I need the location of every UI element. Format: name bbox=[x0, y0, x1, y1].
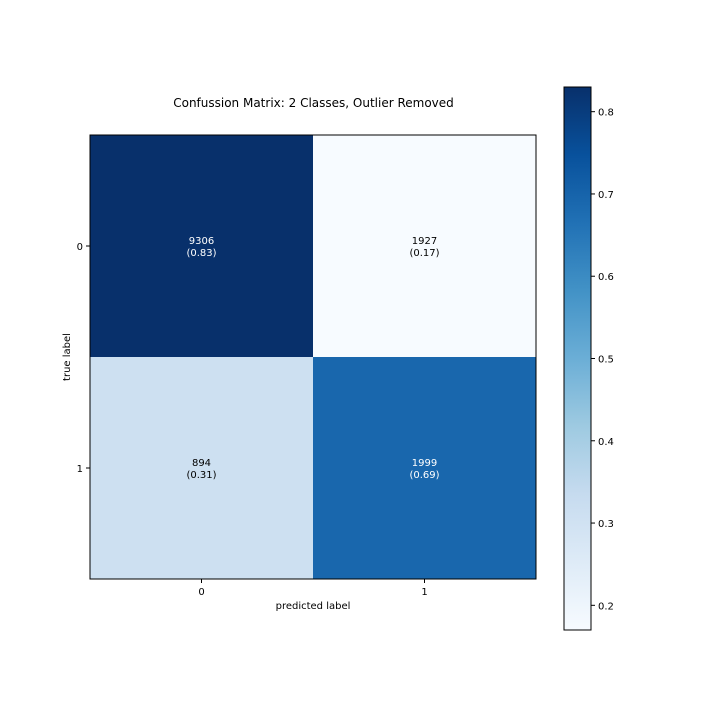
colorbar-tick-label-4: 0.6 bbox=[598, 272, 614, 283]
cell-1-0 bbox=[90, 357, 313, 579]
x-axis-label: predicted label bbox=[276, 601, 351, 612]
y-tick-label-0: 0 bbox=[77, 242, 83, 253]
cell-0-1-count: 1927 bbox=[412, 236, 437, 247]
chart-title: Confussion Matrix: 2 Classes, Outlier Re… bbox=[173, 96, 454, 110]
y-tick-label-1: 1 bbox=[77, 464, 83, 475]
colorbar-tick-label-1: 0.3 bbox=[598, 519, 614, 530]
matrix-cells: 9306(0.83) 1927(0.17) 894(0.31) 1999(0.69) bbox=[90, 135, 536, 579]
cell-1-0-count: 894 bbox=[192, 458, 211, 469]
colorbar-tick-label-5: 0.7 bbox=[598, 190, 614, 201]
cell-1-1 bbox=[313, 357, 536, 579]
x-tick-label-0: 0 bbox=[198, 587, 204, 598]
cell-1-0-ratio: (0.31) bbox=[186, 470, 216, 481]
colorbar-tick-label-0: 0.2 bbox=[598, 601, 614, 612]
colorbar-tick-label-6: 0.8 bbox=[598, 108, 614, 119]
colorbar-tick-label-3: 0.5 bbox=[598, 355, 614, 366]
x-tick-label-1: 1 bbox=[421, 587, 427, 598]
colorbar-gradient bbox=[564, 87, 591, 630]
cell-0-0 bbox=[90, 135, 313, 357]
cell-0-1-ratio: (0.17) bbox=[409, 248, 439, 259]
colorbar-tick-label-2: 0.4 bbox=[598, 437, 614, 448]
cell-1-1-count: 1999 bbox=[412, 458, 437, 469]
y-axis-label: true label bbox=[62, 333, 73, 381]
plot-frame bbox=[89, 134, 537, 580]
cell-0-0-count: 9306 bbox=[189, 236, 214, 247]
y-axis-ticks: 01 bbox=[77, 242, 90, 475]
cell-0-1 bbox=[313, 135, 536, 357]
cell-1-1-ratio: (0.69) bbox=[409, 470, 439, 481]
colorbar-ticks: 0.2 0.3 0.4 0.5 0.6 0.7 0.8 bbox=[591, 108, 614, 612]
cell-0-0-ratio: (0.83) bbox=[186, 248, 216, 259]
